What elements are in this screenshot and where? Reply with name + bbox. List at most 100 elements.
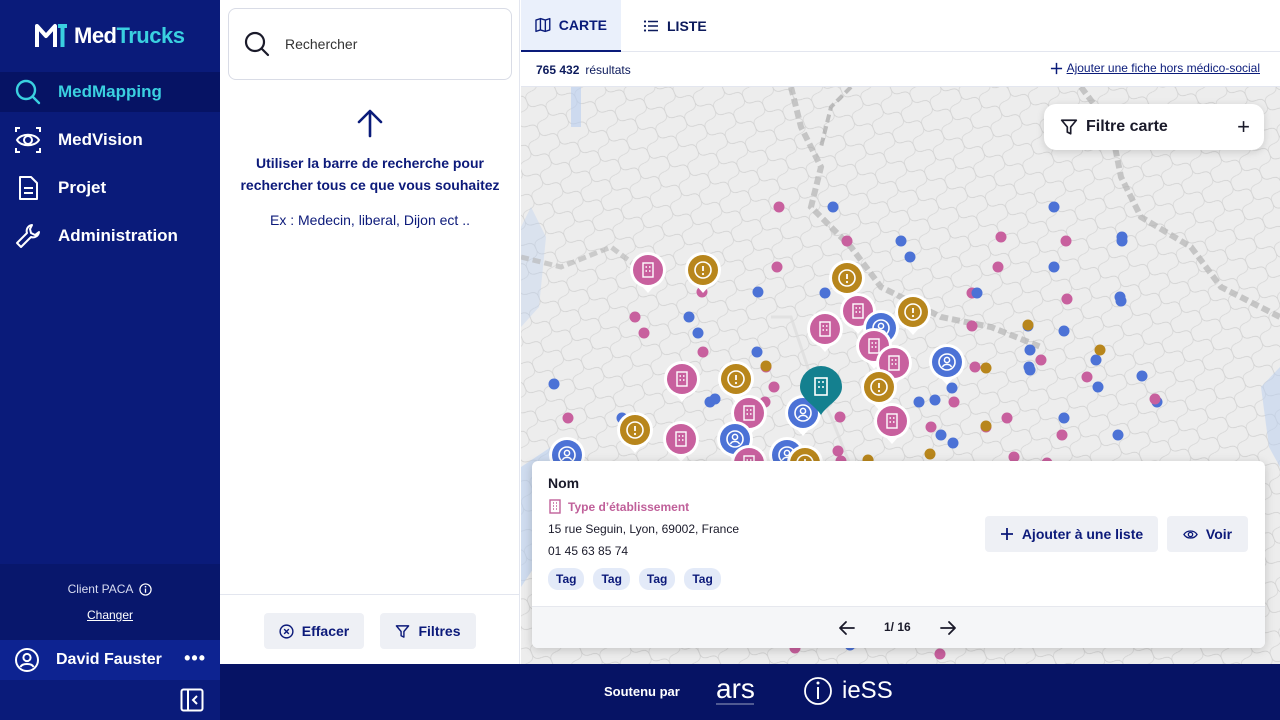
map-dot[interactable]: [638, 327, 650, 339]
map-dot[interactable]: [1008, 451, 1020, 463]
map-dot[interactable]: [935, 429, 947, 441]
map-dot[interactable]: [1001, 412, 1013, 424]
map-pin[interactable]: [663, 421, 699, 462]
tab-carte[interactable]: CARTE: [521, 0, 621, 52]
map-dot[interactable]: [1115, 295, 1127, 307]
map-dot[interactable]: [832, 445, 844, 457]
change-client-link[interactable]: Changer: [86, 608, 134, 622]
map-dot[interactable]: [1116, 231, 1128, 243]
map-dot[interactable]: [760, 360, 772, 372]
map-dot[interactable]: [969, 361, 981, 373]
user-menu[interactable]: David Fauster •••: [0, 640, 220, 680]
map-dot[interactable]: [1136, 370, 1148, 382]
map-pin[interactable]: [718, 361, 754, 402]
map-dot[interactable]: [1048, 201, 1060, 213]
map-dot[interactable]: [562, 412, 574, 424]
map-dot[interactable]: [1060, 235, 1072, 247]
info-icon[interactable]: [139, 582, 153, 596]
map-dot[interactable]: [948, 396, 960, 408]
map-dot[interactable]: [752, 286, 764, 298]
map-dot[interactable]: [1024, 344, 1036, 356]
map-dot[interactable]: [1056, 429, 1068, 441]
arrow-left-icon[interactable]: [837, 618, 857, 638]
map-pin[interactable]: [717, 421, 753, 462]
map-pin[interactable]: [630, 252, 666, 293]
map-dot[interactable]: [771, 261, 783, 273]
map-dot[interactable]: [773, 201, 785, 213]
map-dot[interactable]: [819, 287, 831, 299]
tag: Tag: [638, 568, 676, 590]
search-input[interactable]: [285, 36, 485, 52]
search-box[interactable]: [228, 8, 512, 80]
map-dot[interactable]: [904, 251, 916, 263]
map-dot[interactable]: [1094, 344, 1106, 356]
map-dot[interactable]: [934, 648, 946, 660]
map-dot[interactable]: [995, 231, 1007, 243]
map-pin[interactable]: [874, 403, 910, 444]
app-logo[interactable]: MedTrucks: [34, 22, 185, 50]
map-pin[interactable]: [685, 252, 721, 293]
clear-button[interactable]: Effacer: [264, 613, 364, 649]
map-dot[interactable]: [980, 362, 992, 374]
collapse-sidebar-icon[interactable]: [180, 688, 204, 712]
map-dot[interactable]: [834, 411, 846, 423]
map-dot[interactable]: [1048, 261, 1060, 273]
map-pin[interactable]: [929, 344, 965, 385]
add-to-list-button[interactable]: Ajouter à une liste: [985, 516, 1158, 552]
sidebar-item-medvision[interactable]: MedVision: [0, 120, 220, 160]
map-dot[interactable]: [697, 346, 709, 358]
map-dot[interactable]: [925, 421, 937, 433]
map-dot[interactable]: [913, 396, 925, 408]
map-dot[interactable]: [1035, 354, 1047, 366]
map-dot[interactable]: [980, 420, 992, 432]
map-dot[interactable]: [1149, 393, 1161, 405]
map-dot[interactable]: [1058, 325, 1070, 337]
map-dot[interactable]: [895, 235, 907, 247]
map-dot[interactable]: [992, 261, 1004, 273]
map-dot[interactable]: [971, 287, 983, 299]
map-dot[interactable]: [966, 320, 978, 332]
map-dot[interactable]: [548, 378, 560, 390]
map-dot[interactable]: [692, 327, 704, 339]
map-dot[interactable]: [841, 235, 853, 247]
map-dot[interactable]: [924, 448, 936, 460]
selected-map-pin[interactable]: [800, 366, 842, 415]
logo-text: MedTrucks: [74, 23, 185, 49]
map-pin[interactable]: [617, 412, 653, 453]
map-dot[interactable]: [1058, 412, 1070, 424]
add-record-link[interactable]: Ajouter une fiche hors médico-social: [1050, 61, 1260, 75]
more-options-icon[interactable]: •••: [184, 648, 206, 668]
map-dot[interactable]: [1090, 354, 1102, 366]
map-filter-button[interactable]: Filtre carte +: [1044, 104, 1264, 150]
map-dot[interactable]: [1022, 319, 1034, 331]
map-dot[interactable]: [768, 381, 780, 393]
map-dot[interactable]: [1092, 381, 1104, 393]
map-pin[interactable]: [664, 361, 700, 402]
map-pin[interactable]: [840, 293, 876, 334]
tab-liste[interactable]: LISTE: [629, 0, 721, 52]
map-dot[interactable]: [929, 394, 941, 406]
sidebar-item-label: MedMapping: [58, 82, 162, 101]
filters-button[interactable]: Filtres: [380, 613, 476, 649]
sidebar-item-projet[interactable]: Projet: [0, 168, 220, 208]
map-dot[interactable]: [709, 393, 721, 405]
map-pin[interactable]: [895, 294, 931, 335]
map-dot[interactable]: [946, 382, 958, 394]
map-pin[interactable]: [861, 369, 897, 410]
map-dot[interactable]: [947, 437, 959, 449]
sidebar-item-administration[interactable]: Administration: [0, 216, 220, 256]
map-dot[interactable]: [629, 311, 641, 323]
map-dot[interactable]: [827, 201, 839, 213]
map-dot[interactable]: [1061, 293, 1073, 305]
view-button[interactable]: Voir: [1167, 516, 1248, 552]
map-dot[interactable]: [683, 311, 695, 323]
map-pin[interactable]: [807, 311, 843, 352]
logo-text-trucks: Trucks: [116, 23, 185, 48]
map-dot[interactable]: [1024, 364, 1036, 376]
map-dot[interactable]: [1112, 429, 1124, 441]
map-dot[interactable]: [751, 346, 763, 358]
arrow-right-icon[interactable]: [938, 618, 958, 638]
map-dot[interactable]: [1081, 371, 1093, 383]
map-pin[interactable]: [829, 260, 865, 301]
sidebar-item-medmapping[interactable]: MedMapping: [0, 72, 220, 112]
